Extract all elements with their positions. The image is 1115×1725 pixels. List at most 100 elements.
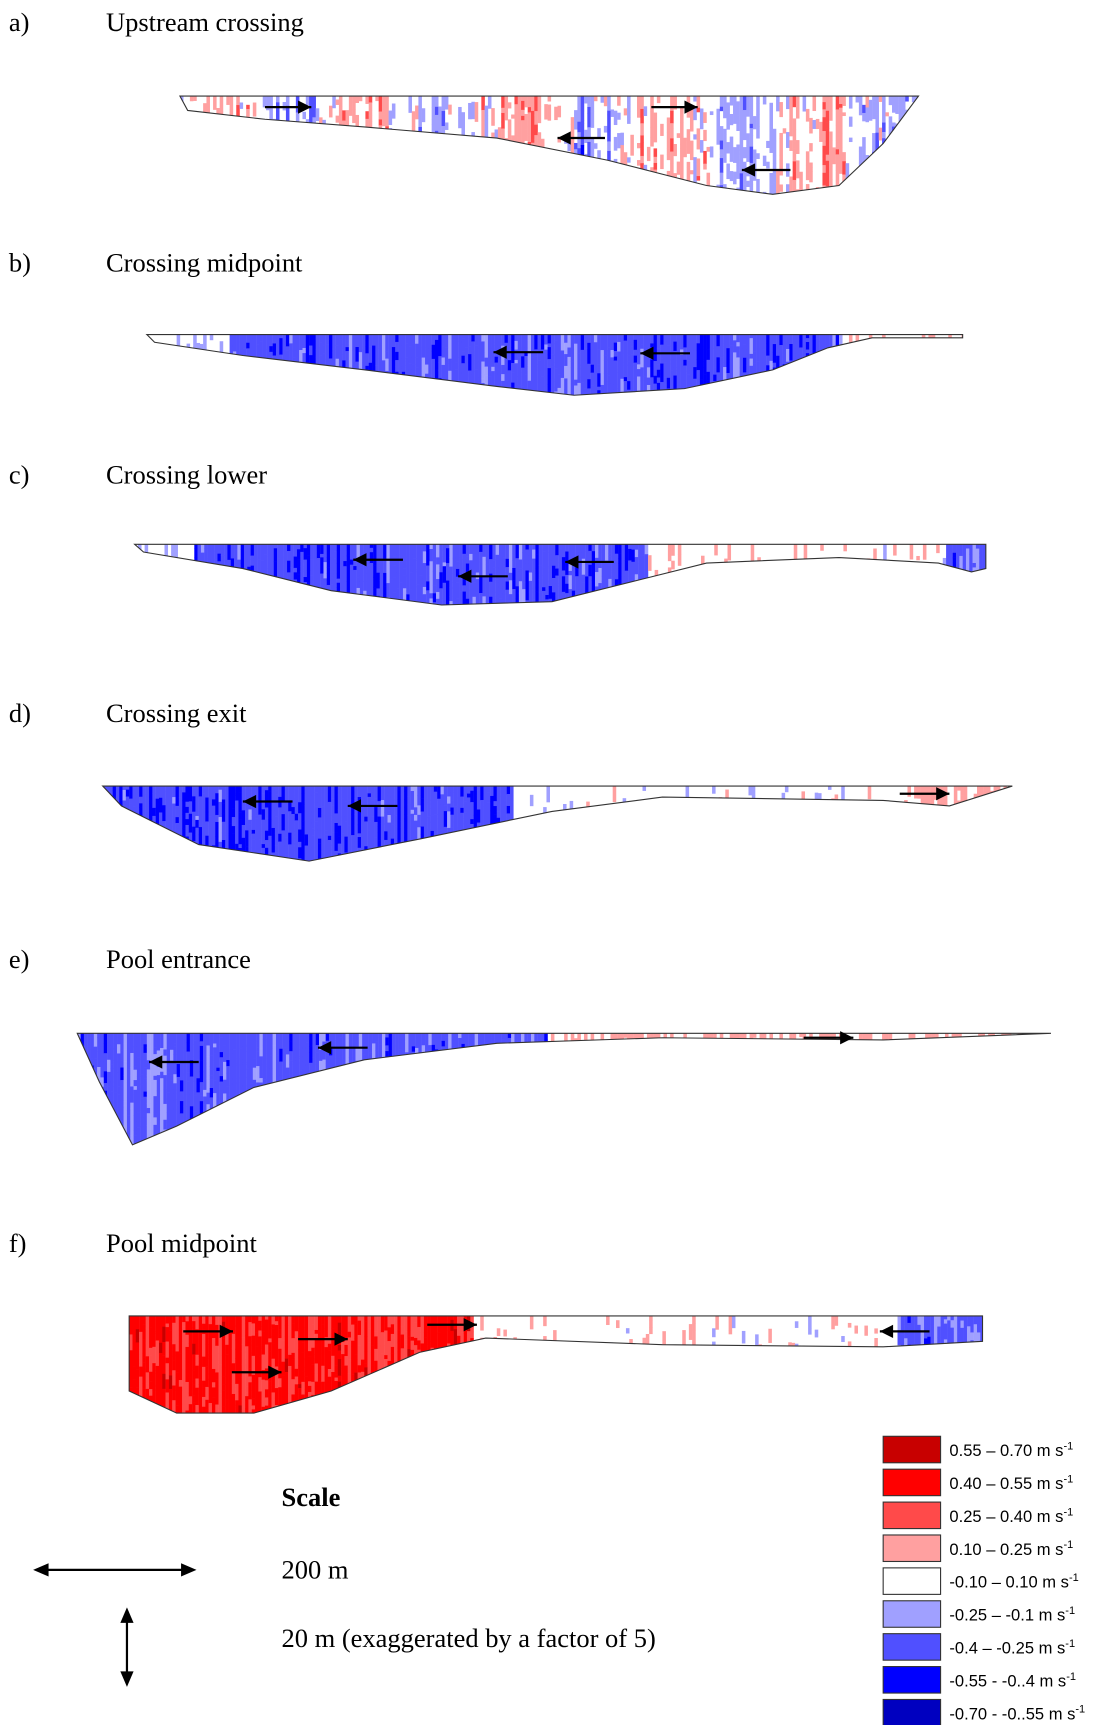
velocity-cell (309, 150, 313, 165)
velocity-cell (164, 572, 169, 581)
velocity-cell (349, 597, 354, 602)
velocity-cell (855, 96, 860, 103)
velocity-cell (211, 786, 216, 800)
velocity-cell (471, 371, 475, 382)
velocity-cell (271, 786, 276, 794)
velocity-cell (590, 352, 595, 358)
velocity-cell (528, 580, 533, 593)
velocity-cell (455, 582, 460, 599)
velocity-cell (829, 166, 833, 181)
velocity-cell (145, 835, 150, 845)
velocity-cell (501, 107, 505, 114)
velocity-cell (296, 549, 301, 560)
velocity-cell (319, 382, 323, 394)
velocity-cell (736, 149, 740, 166)
velocity-cell (766, 355, 770, 366)
velocity-cell (493, 827, 498, 832)
velocity-cell (389, 579, 394, 596)
velocity-cell (580, 134, 585, 146)
velocity-cell (483, 858, 488, 862)
velocity-cell (448, 391, 452, 396)
velocity-cell (878, 380, 883, 388)
velocity-cell (1003, 811, 1008, 821)
velocity-cell (571, 596, 576, 606)
velocity-cell (380, 816, 385, 824)
velocity-cell (206, 149, 210, 164)
velocity-cell (125, 811, 130, 828)
velocity-cell (892, 191, 896, 195)
velocity-cell (479, 604, 483, 606)
velocity-cell (372, 372, 376, 389)
velocity-cell (832, 334, 836, 339)
velocity-cell (832, 381, 836, 390)
velocity-cell (132, 786, 137, 794)
velocity-cell (380, 786, 385, 801)
velocity-cell (786, 348, 790, 363)
velocity-cell (109, 795, 113, 812)
velocity-cell (200, 544, 205, 553)
velocity-cell (366, 558, 371, 566)
velocity-cell (412, 571, 417, 588)
velocity-cell (278, 790, 282, 798)
panel-letter: c) (9, 460, 30, 490)
velocity-cell (312, 186, 316, 195)
velocity-cell (381, 174, 386, 188)
velocity-cell (155, 830, 160, 847)
velocity-cell (646, 334, 651, 351)
velocity-cell (514, 182, 518, 195)
velocity-cell (194, 582, 198, 598)
velocity-cell (521, 177, 525, 186)
velocity-cell (693, 350, 697, 363)
velocity-cell (627, 117, 631, 124)
velocity-cell (144, 587, 149, 603)
velocity-cell (238, 786, 242, 793)
velocity-cell (769, 350, 773, 358)
velocity-cell (247, 593, 251, 606)
velocity-cell (960, 800, 964, 818)
velocity-cell (330, 577, 334, 585)
velocity-cell (322, 389, 326, 396)
velocity-cell (142, 857, 146, 862)
velocity-cell (261, 809, 266, 821)
velocity-cell (263, 597, 268, 606)
velocity-cell (455, 568, 460, 578)
velocity-cell (696, 387, 701, 396)
velocity-cell (514, 359, 518, 364)
velocity-cell (256, 334, 260, 345)
velocity-cell (620, 362, 624, 380)
velocity-cell (696, 359, 701, 371)
velocity-cell (597, 150, 601, 163)
velocity-cell (627, 184, 631, 192)
velocity-cell (377, 801, 382, 817)
velocity-cell (617, 356, 621, 373)
velocity-cell (742, 184, 747, 195)
velocity-cell (291, 795, 295, 808)
velocity-cell (390, 854, 395, 862)
velocity-cell (633, 334, 638, 341)
velocity-cell (444, 334, 449, 348)
velocity-cell (554, 381, 558, 392)
velocity-cell (786, 96, 790, 110)
velocity-cell (485, 588, 490, 602)
velocity-cell (805, 349, 810, 354)
velocity-cell (247, 572, 251, 588)
velocity-cell (706, 334, 711, 350)
velocity-cell (337, 809, 342, 827)
velocity-cell (270, 572, 275, 587)
flow-arrow-head (684, 100, 698, 114)
velocity-cell (334, 850, 339, 857)
velocity-cell (386, 544, 390, 559)
velocity-cell (795, 160, 800, 167)
velocity-cell (491, 394, 495, 396)
velocity-cell (601, 581, 606, 589)
velocity-cell (812, 334, 817, 343)
velocity-cell (423, 858, 428, 862)
velocity-cell (673, 185, 677, 195)
velocity-cell (289, 173, 293, 186)
velocity-cell (213, 114, 217, 122)
velocity-cell (941, 392, 946, 396)
velocity-cell (437, 817, 441, 830)
velocity-cell (882, 174, 886, 179)
velocity-cell (898, 186, 903, 195)
velocity-cell (577, 334, 581, 341)
